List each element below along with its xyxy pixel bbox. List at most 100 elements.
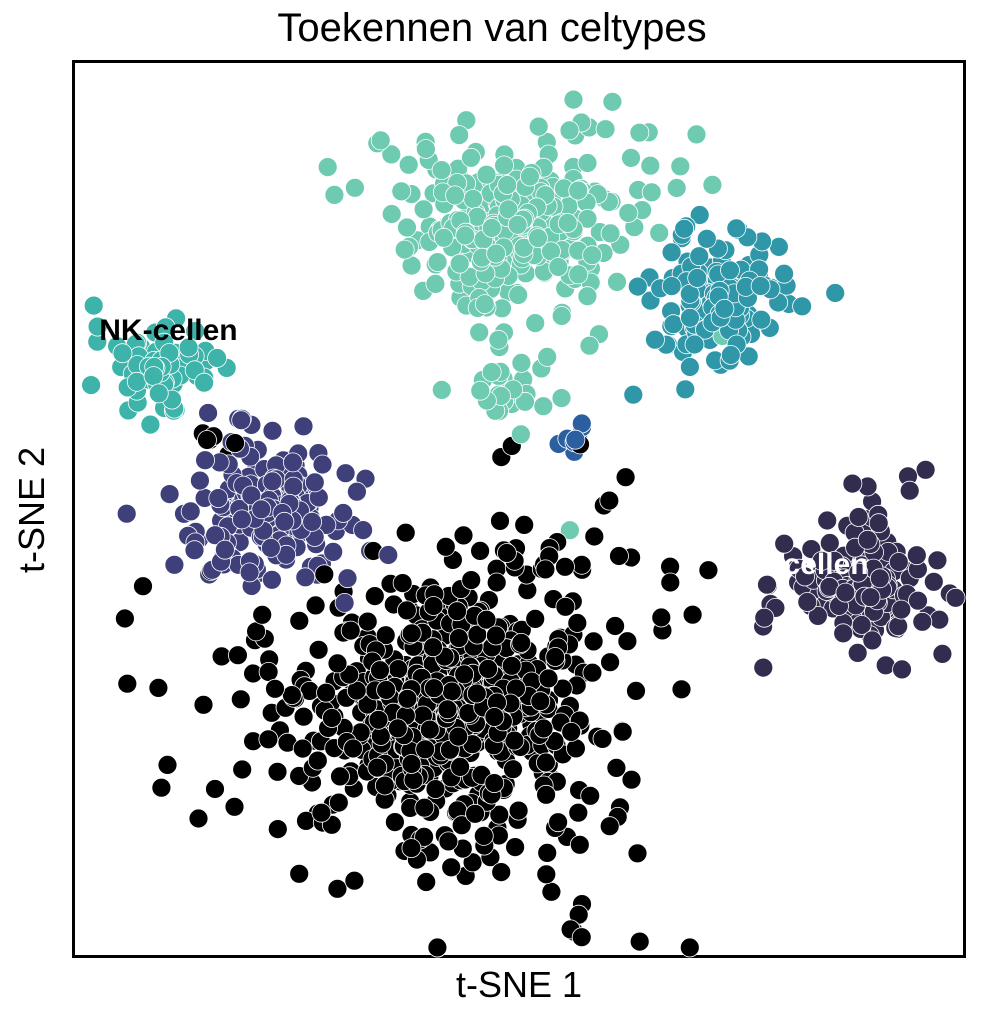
scatter-point <box>395 240 414 259</box>
scatter-point <box>566 739 585 758</box>
scatter-point <box>282 686 301 705</box>
scatter-point <box>505 731 524 750</box>
scatter-point <box>198 431 217 450</box>
scatter-point <box>622 148 641 167</box>
scatter-point <box>630 123 649 142</box>
scatter-point <box>556 557 575 576</box>
scatter-point <box>715 299 734 318</box>
chart-canvas: Toekennen van celtypes t-SNE 1 t-SNE 2 N… <box>0 0 984 1024</box>
scatter-point <box>482 219 501 238</box>
scatter-point <box>308 751 327 770</box>
scatter-point <box>515 515 534 534</box>
scatter-point <box>225 797 244 816</box>
scatter-point <box>593 729 612 748</box>
scatter-point <box>252 500 271 519</box>
y-axis-label: t-SNE 2 <box>11 310 53 710</box>
scatter-point <box>662 277 681 296</box>
scatter-point <box>149 678 168 697</box>
scatter-point <box>755 608 774 627</box>
scatter-point <box>189 809 208 828</box>
scatter-point <box>428 938 447 957</box>
scatter-point <box>498 176 517 195</box>
scatter-point <box>627 681 646 700</box>
scatter-point <box>601 224 620 243</box>
scatter-point <box>531 692 550 711</box>
scatter-point <box>335 593 354 612</box>
scatter-point <box>671 157 690 176</box>
scatter-point <box>511 425 530 444</box>
scatter-point <box>402 839 421 858</box>
scatter-point <box>569 265 588 284</box>
scatter-point <box>196 451 215 470</box>
scatter-point <box>228 646 247 665</box>
scatter-point <box>446 186 465 205</box>
scatter-point <box>680 938 699 957</box>
scatter-point <box>305 473 324 492</box>
scatter-point <box>580 336 599 355</box>
scatter-point <box>539 669 558 688</box>
scatter-point <box>306 596 325 615</box>
scatter-point <box>317 683 336 702</box>
scatter-point <box>721 261 740 280</box>
scatter-point <box>158 755 177 774</box>
scatter-point <box>328 879 347 898</box>
scatter-point <box>664 315 683 334</box>
scatter-point <box>526 314 545 333</box>
scatter-point <box>462 148 481 167</box>
scatter-point <box>268 820 287 839</box>
scatter-point <box>538 843 557 862</box>
scatter-point <box>690 247 709 266</box>
scatter-point <box>336 464 355 483</box>
scatter-point <box>596 120 615 139</box>
scatter-point <box>876 656 895 675</box>
scatter-point <box>368 758 387 777</box>
scatter-point <box>754 658 773 677</box>
scatter-point <box>572 555 591 574</box>
scatter-point <box>913 612 932 631</box>
scatter-point <box>456 226 475 245</box>
scatter-point <box>834 624 853 643</box>
scatter-point <box>134 577 153 596</box>
scatter-point <box>290 611 309 630</box>
scatter-point <box>676 380 695 399</box>
scatter-point <box>371 131 390 150</box>
scatter-point <box>688 269 707 288</box>
scatter-points <box>75 63 969 961</box>
scatter-point <box>268 762 287 781</box>
scatter-point <box>448 602 467 621</box>
scatter-point <box>826 284 845 303</box>
scatter-point <box>396 523 415 542</box>
scatter-point <box>209 489 228 508</box>
scatter-point <box>560 121 579 140</box>
scatter-point <box>607 758 626 777</box>
scatter-point <box>489 330 508 349</box>
scatter-point <box>603 92 622 111</box>
scatter-point <box>585 527 604 546</box>
scatter-point <box>328 654 347 673</box>
scatter-point <box>206 780 225 799</box>
scatter-point <box>454 526 473 545</box>
scatter-point <box>428 253 447 272</box>
scatter-point <box>84 296 103 315</box>
scatter-point <box>752 310 771 329</box>
scatter-point <box>294 707 313 726</box>
scatter-point <box>624 385 643 404</box>
annotation-0: NK-cellen <box>99 314 237 348</box>
scatter-point <box>354 521 373 540</box>
scatter-point <box>798 593 817 612</box>
scatter-point <box>393 574 412 593</box>
scatter-point <box>389 660 408 679</box>
scatter-point <box>424 597 443 616</box>
scatter-point <box>315 565 334 584</box>
scatter-point <box>900 481 919 500</box>
scatter-point <box>449 727 468 746</box>
scatter-point <box>504 760 523 779</box>
scatter-point <box>893 660 912 679</box>
scatter-point <box>474 826 493 845</box>
scatter-point <box>907 546 926 565</box>
scatter-point <box>115 609 134 628</box>
scatter-point <box>450 126 469 145</box>
scatter-point <box>697 229 716 248</box>
scatter-point <box>426 274 445 293</box>
scatter-point <box>542 882 561 901</box>
